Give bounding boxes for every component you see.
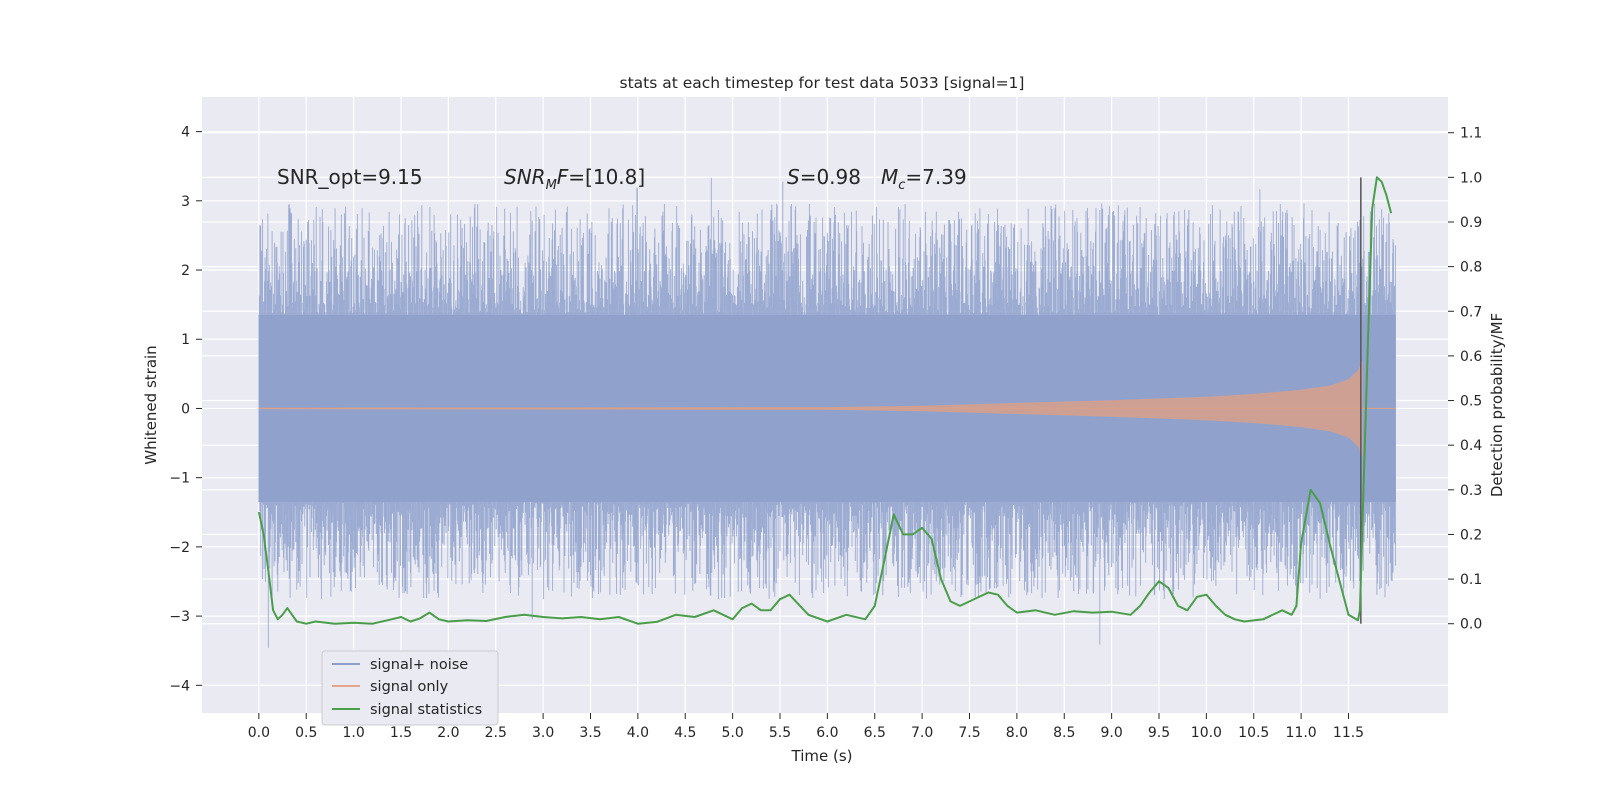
y-right-tick-label: 0.8 xyxy=(1460,260,1482,276)
x-tick-label: 0.5 xyxy=(295,725,317,741)
x-tick-label: 0.0 xyxy=(248,725,270,741)
y-left-tick-label: 3 xyxy=(181,194,190,210)
y-right-tick-label: 1.1 xyxy=(1460,126,1482,142)
y-left-tick-label: −4 xyxy=(169,678,190,694)
y-right-tick-label: 0.9 xyxy=(1460,215,1482,231)
legend-label-signal-statistics: signal statistics xyxy=(370,702,482,718)
annotation-snr-opt: SNR_opt=9.15 xyxy=(277,165,423,189)
x-tick-label: 8.0 xyxy=(1006,725,1028,741)
annotation-mc: Mc=7.39 xyxy=(881,165,967,193)
x-tick-label: 4.5 xyxy=(674,725,696,741)
y-right-tick-label: 0.6 xyxy=(1460,349,1482,365)
x-tick-label: 3.0 xyxy=(532,725,554,741)
y-right-tick-label: 0.2 xyxy=(1460,527,1482,543)
x-tick-label: 6.5 xyxy=(864,725,886,741)
x-tick-label: 9.0 xyxy=(1100,725,1122,741)
statistics-line xyxy=(257,176,1393,625)
y-right-tick-label: 0.5 xyxy=(1460,394,1482,410)
x-tick-label: 7.5 xyxy=(958,725,980,741)
x-tick-label: 4.0 xyxy=(627,725,649,741)
y-left-tick-label: −2 xyxy=(169,540,190,556)
legend-label-signal-only: signal only xyxy=(370,679,449,695)
x-tick-label: 7.0 xyxy=(911,725,933,741)
y-right-tick-label: 0.7 xyxy=(1460,304,1482,320)
x-tick-label: 5.5 xyxy=(769,725,791,741)
x-tick-label: 1.5 xyxy=(390,725,412,741)
x-tick-label: 5.0 xyxy=(721,725,743,741)
y-right-tick-label: 0.1 xyxy=(1460,572,1482,588)
x-tick-label: 1.0 xyxy=(342,725,364,741)
y-right-tick-label: 1.0 xyxy=(1460,170,1482,186)
y-left-axis-label-text: Whitened strain xyxy=(142,345,160,464)
y-left-tick-label: −3 xyxy=(169,609,190,625)
annotation-snr-mf: SNRMF=[10.8] xyxy=(504,165,645,193)
x-tick-label: 2.0 xyxy=(437,725,459,741)
x-tick-label: 10.5 xyxy=(1238,725,1269,741)
x-axis-ticks: 0.0 0.5 1.0 1.5 2.0 2.5 3.0 3.5 4.0 4.5 5.0 5.5 6.0 6… xyxy=(248,713,1364,741)
series-signal-statistics xyxy=(257,176,1393,625)
legend: signal+ noise signal only signal statist… xyxy=(321,650,499,726)
x-tick-label: 11.0 xyxy=(1286,725,1317,741)
y-left-tick-label: 4 xyxy=(181,125,190,141)
y-right-axis-ticks: 1.1 1.0 0.9 0.8 0.7 0.6 0.5 0.4 0.3 0.2 0.1 0.0 xyxy=(1448,126,1482,633)
y-left-tick-label: 0 xyxy=(181,401,190,417)
chart-title: stats at each timestep for test data 503… xyxy=(620,74,1025,92)
series-signal-only xyxy=(258,360,1396,457)
x-tick-label: 11.5 xyxy=(1333,725,1364,741)
y-right-axis-label: Detection probability/MF xyxy=(1488,313,1506,497)
x-axis-label: Time (s) xyxy=(791,747,853,765)
y-right-tick-label: 0.0 xyxy=(1460,617,1482,633)
x-tick-label: 10.0 xyxy=(1191,725,1222,741)
x-tick-label: 8.5 xyxy=(1053,725,1075,741)
y-right-tick-label: 0.3 xyxy=(1460,483,1482,499)
y-left-tick-label: 2 xyxy=(181,263,190,279)
y-left-tick-label: −1 xyxy=(169,471,190,487)
annotation-s: S=0.98 xyxy=(787,165,861,189)
y-left-axis-ticks: 4 3 2 1 0 −1 −2 −3 −4 xyxy=(169,125,202,694)
x-tick-label: 9.5 xyxy=(1148,725,1170,741)
x-tick-label: 2.5 xyxy=(485,725,507,741)
y-left-tick-label: 1 xyxy=(181,332,190,348)
y-right-tick-label: 0.4 xyxy=(1460,438,1482,454)
x-tick-label: 3.5 xyxy=(579,725,601,741)
x-tick-label: 6.0 xyxy=(816,725,838,741)
legend-label-signal-plus-noise: signal+ noise xyxy=(370,657,468,673)
legend-box xyxy=(321,650,499,726)
